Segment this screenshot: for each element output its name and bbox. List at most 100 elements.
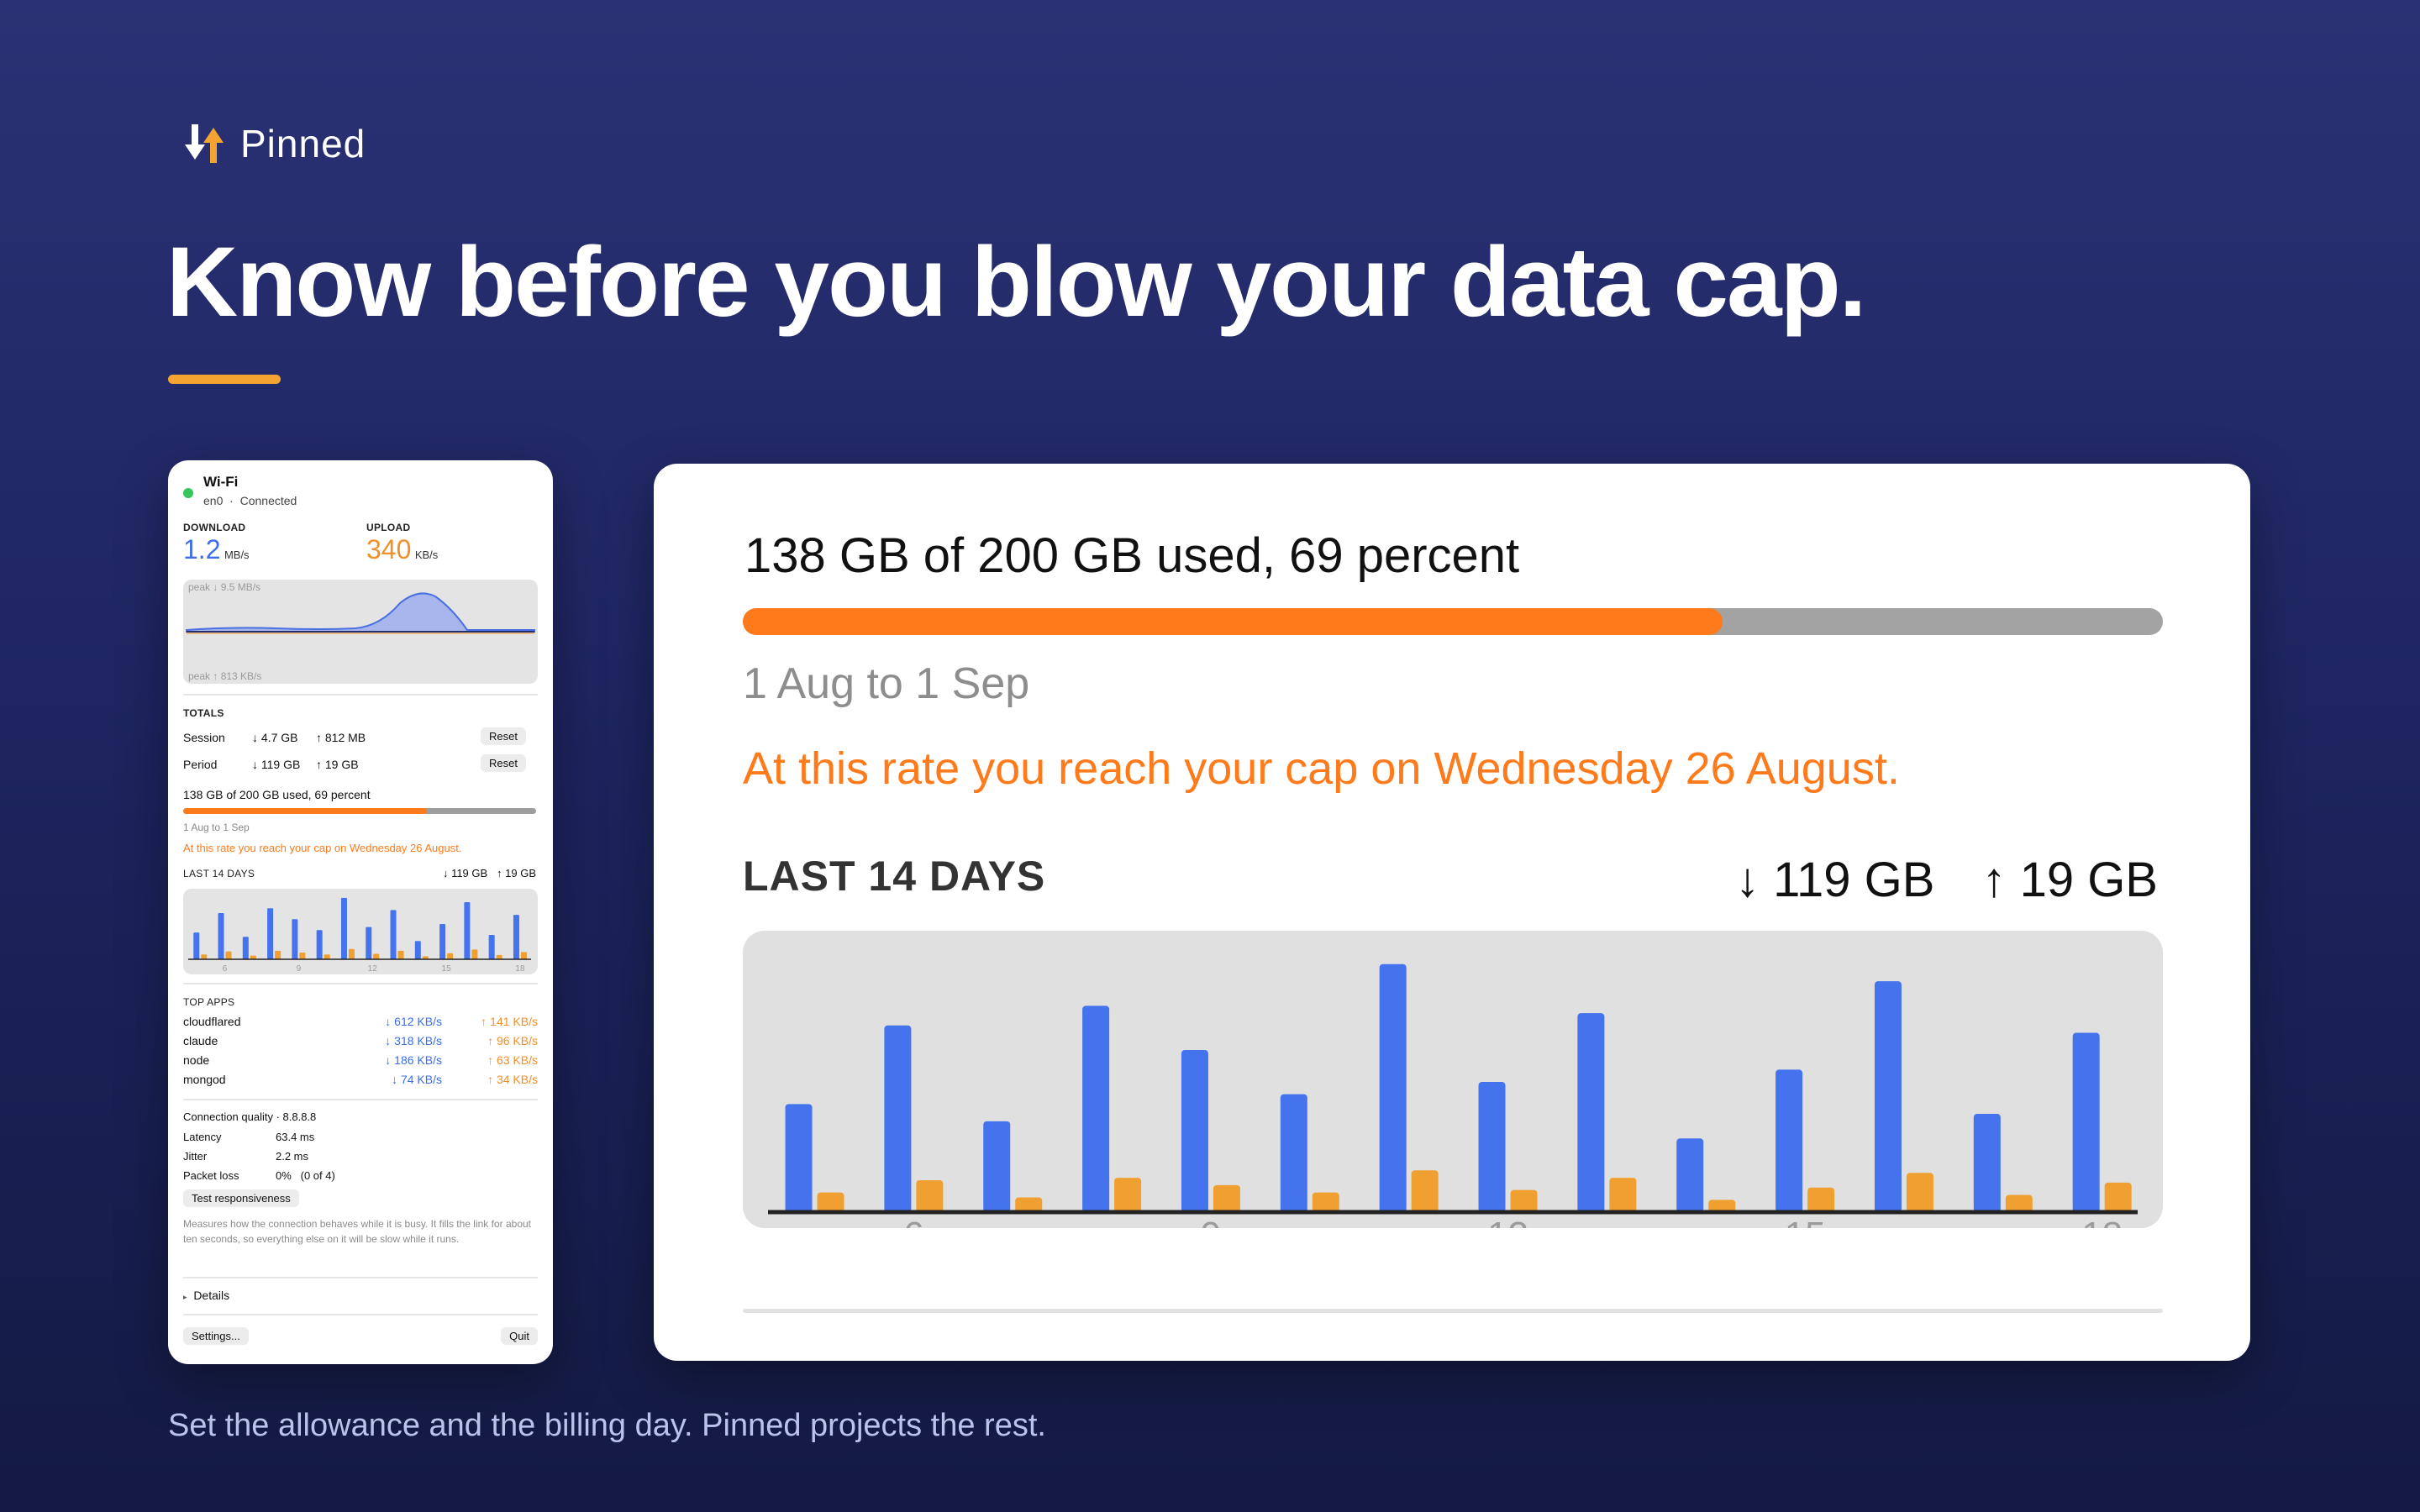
last14-totals: ↓ 119 GB ↑ 19 GB <box>443 867 536 879</box>
upload-bar-day-13 <box>1609 1178 1637 1212</box>
upload-bar-day-14 <box>1708 1200 1736 1212</box>
last14-down: ↓ 119 GB <box>442 867 488 879</box>
download-bar-day-13 <box>1577 1013 1605 1212</box>
download-bar-day-15 <box>439 924 446 959</box>
brand-name: Pinned <box>240 122 366 165</box>
settings-button[interactable]: Settings... <box>183 1327 249 1345</box>
quality-latency-label: Latency <box>183 1131 222 1143</box>
quit-button[interactable]: Quit <box>501 1327 538 1345</box>
upload-bar-day-15 <box>447 953 454 959</box>
totals-row-up: ↑ 812 MB <box>316 731 366 744</box>
upload-bar-day-9 <box>1213 1184 1240 1212</box>
status-separator: · <box>229 494 234 507</box>
upload-label: UPLOAD <box>366 522 411 533</box>
x-tick-label: 18 <box>2081 1215 2123 1228</box>
quality-title: Connection quality · 8.8.8.8 <box>183 1110 317 1123</box>
upload-bar-day-8 <box>275 950 281 959</box>
download-unit: MB/s <box>224 549 250 561</box>
x-tick-label: 15 <box>1785 1215 1826 1228</box>
download-bar-day-14 <box>1676 1138 1704 1212</box>
upload-bar-day-7 <box>250 955 256 959</box>
tagline: Set the allowance and the billing day. P… <box>168 1408 1046 1443</box>
menubar-popover: Wi-Fi en0 · Connected DOWNLOAD 1.2 MB/s … <box>168 460 553 1364</box>
download-bar-day-7 <box>242 937 249 959</box>
upload-bar-day-12 <box>373 953 380 959</box>
download-label: DOWNLOAD <box>183 522 246 533</box>
upload-bar-day-18 <box>2104 1182 2132 1212</box>
x-tick-label: 6 <box>903 1215 923 1228</box>
app-down: ↓ 186 KB/s <box>385 1053 442 1067</box>
upload-bar-day-5 <box>201 954 208 959</box>
quality-loss-label: Packet loss <box>183 1169 239 1182</box>
download-bar-day-16 <box>1874 981 1902 1212</box>
details-disclosure[interactable]: ▸ Details <box>183 1289 229 1302</box>
download-bar-day-15 <box>1776 1069 1803 1212</box>
download-value: 1.2 <box>183 534 221 564</box>
upload-bar-day-9 <box>299 953 306 959</box>
daily-usage-chart: 6 9 12 15 18 <box>743 931 2163 1228</box>
test-responsiveness-button[interactable]: Test responsiveness <box>183 1189 299 1207</box>
download-bar-day-8 <box>267 908 274 959</box>
upload-bar-day-16 <box>1906 1173 1933 1212</box>
upload-bar-day-17 <box>496 954 502 959</box>
download-bar-day-5 <box>193 932 200 959</box>
reset-session-button[interactable]: Reset <box>481 727 526 745</box>
quality-latency-value: 63.4 ms <box>276 1131 315 1143</box>
x-tick-label: 6 <box>223 964 228 974</box>
download-bar-day-9 <box>1181 1050 1208 1212</box>
app-name: claude <box>183 1034 218 1047</box>
upload-bar-day-15 <box>1807 1187 1835 1212</box>
upload-bar-day-8 <box>1114 1178 1142 1212</box>
app-up: ↑ 63 KB/s <box>487 1053 538 1067</box>
upload-bar-day-12 <box>1510 1189 1538 1212</box>
download-bar-day-5 <box>785 1104 813 1212</box>
download-bar-day-17 <box>488 935 495 959</box>
cap-projection: At this rate you reach your cap on Wedne… <box>183 842 462 854</box>
download-bar-day-16 <box>464 901 471 959</box>
download-bar-day-11 <box>340 897 347 959</box>
disclosure-triangle-icon: ▸ <box>183 1293 187 1301</box>
upload-bar-day-13 <box>397 950 404 959</box>
download-bar-day-8 <box>1082 1005 1110 1212</box>
headline: Know before you blow your data cap. <box>166 227 1866 338</box>
divider <box>183 1277 538 1278</box>
zoom-cap-projection: At this rate you reach your cap on Wedne… <box>743 743 1900 794</box>
x-tick-label: 18 <box>515 964 525 974</box>
upload-unit: KB/s <box>414 549 439 561</box>
top-apps-label: TOP APPS <box>183 996 235 1008</box>
app-name: cloudflared <box>183 1015 241 1028</box>
quality-jitter-value: 2.2 ms <box>276 1150 309 1163</box>
interface-name: en0 <box>203 494 224 507</box>
zoomed-usage-card: 138 GB of 200 GB used, 69 percent 1 Aug … <box>654 464 2250 1361</box>
download-bar-day-12 <box>366 927 372 959</box>
divider <box>183 694 538 696</box>
pinned-logo-icon <box>185 124 224 163</box>
download-bar-day-6 <box>218 912 224 959</box>
last14-up: ↑ 19 GB <box>497 867 536 879</box>
upload-bar-day-10 <box>324 954 330 959</box>
accent-underline <box>168 375 281 384</box>
peak-download: peak ↓ 9.5 MB/s <box>188 581 261 593</box>
network-status-line: en0 · Connected <box>203 494 297 507</box>
traffic-waveform <box>186 592 535 634</box>
x-tick-label: 12 <box>368 964 378 974</box>
zoom-down-total: ↓ 119 GB <box>1734 853 1935 907</box>
download-bar-day-17 <box>1973 1114 2001 1212</box>
reset-period-button[interactable]: Reset <box>481 754 526 772</box>
upload-value: 340 <box>366 534 412 564</box>
totals-row-up: ↑ 19 GB <box>316 758 359 771</box>
usage-text: 138 GB of 200 GB used, 69 percent <box>183 788 371 801</box>
app-down: ↓ 612 KB/s <box>385 1015 442 1028</box>
zoom-up-total: ↑ 19 GB <box>1981 853 2158 907</box>
divider <box>183 983 538 984</box>
usage-progress-fill <box>183 808 427 814</box>
x-tick-label: 9 <box>1201 1215 1221 1228</box>
upload-bar-day-16 <box>471 949 478 959</box>
network-name: Wi-Fi <box>203 474 239 490</box>
upload-bar-day-14 <box>422 956 429 959</box>
upload-bar-day-11 <box>1411 1170 1439 1212</box>
app-up: ↑ 141 KB/s <box>481 1015 538 1028</box>
brand: Pinned <box>180 119 366 168</box>
totals-row-down: ↓ 4.7 GB <box>252 731 298 744</box>
zoom-usage-progress-bar <box>743 608 2163 635</box>
